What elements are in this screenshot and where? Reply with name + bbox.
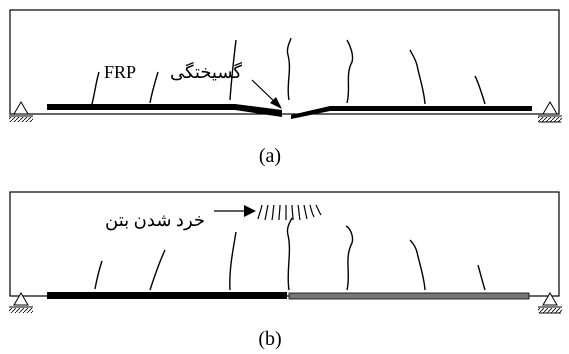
annotation-frp-rupture-farsi: گسیختگی <box>170 61 242 82</box>
annotation-frp-rupture-latin: FRP <box>104 62 136 82</box>
frp-plate-a-right <box>291 106 532 119</box>
caption-b: (b) <box>258 328 281 350</box>
beam-a <box>9 9 560 115</box>
beam-b <box>9 191 560 297</box>
arrowhead-concrete-crushing <box>244 205 256 217</box>
panel-b: خرد شدن بتن (b) <box>9 191 562 350</box>
concrete-crushing-marks <box>257 204 322 221</box>
support-right-b <box>538 292 562 314</box>
support-left-a <box>9 101 33 122</box>
annotation-concrete-crushing: خرد شدن بتن <box>105 210 205 231</box>
panel-a: FRP گسیختگی (a) <box>9 9 562 167</box>
arrow-frp-rupture <box>251 79 278 105</box>
caption-a: (a) <box>259 145 281 167</box>
frp-plate-a-left <box>47 104 282 117</box>
cracks-a <box>91 37 486 105</box>
cracks-b <box>94 217 486 291</box>
support-right-a <box>538 101 562 123</box>
frp-plate-b-left <box>47 292 287 299</box>
support-left-b <box>9 292 33 313</box>
arrowhead-frp-rupture <box>270 97 282 109</box>
frp-plate-b-right <box>288 292 530 300</box>
